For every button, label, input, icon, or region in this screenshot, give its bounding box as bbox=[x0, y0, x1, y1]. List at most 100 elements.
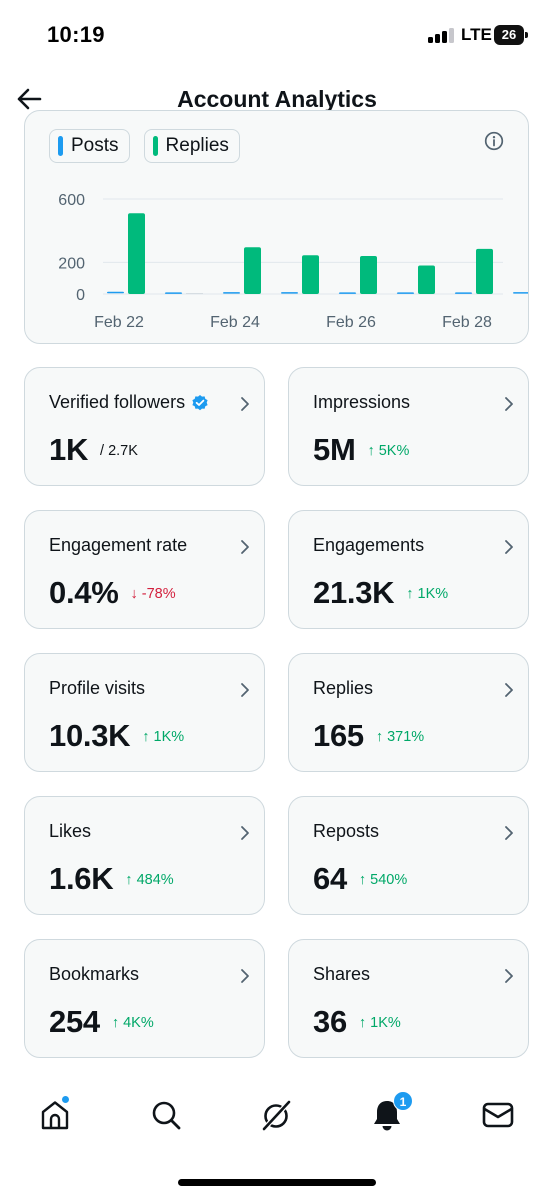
metric-label-text: Likes bbox=[49, 821, 92, 841]
metric-label-text: Profile visits bbox=[49, 678, 146, 698]
metric-card-bookmarks[interactable]: Bookmarks 254 ↑ 4K% bbox=[24, 939, 265, 1058]
chevron-right-icon bbox=[505, 826, 513, 840]
nav-search[interactable] bbox=[148, 1097, 184, 1133]
metric-label: Profile visits bbox=[49, 678, 145, 699]
posts-bar bbox=[455, 292, 472, 294]
back-arrow-icon[interactable] bbox=[12, 82, 46, 116]
metric-label: Replies bbox=[313, 678, 373, 699]
metric-label-text: Engagements bbox=[313, 535, 425, 555]
y-tick-label: 0 bbox=[76, 287, 85, 304]
metric-value-row: 254 ↑ 4K% bbox=[49, 1004, 154, 1040]
verified-badge-icon bbox=[192, 394, 208, 410]
metric-value: 64 bbox=[313, 861, 347, 896]
metric-label: Shares bbox=[313, 964, 370, 985]
nav-grok[interactable] bbox=[259, 1097, 295, 1133]
metric-change: ↑ 371% bbox=[375, 729, 425, 745]
metric-label: Bookmarks bbox=[49, 964, 139, 985]
posts-bar bbox=[107, 291, 124, 294]
metric-value: 254 bbox=[49, 1004, 100, 1039]
info-icon[interactable] bbox=[484, 131, 504, 151]
metric-label: Likes bbox=[49, 821, 91, 842]
metric-value: 36 bbox=[313, 1004, 347, 1039]
metric-card-engagement-rate[interactable]: Engagement rate 0.4% ↓ -78% bbox=[24, 510, 265, 629]
metric-label: Impressions bbox=[313, 392, 410, 413]
posts-bar bbox=[281, 292, 298, 294]
metric-change: ↑ 4K% bbox=[111, 1015, 154, 1031]
y-tick-label: 600 bbox=[58, 192, 85, 209]
metric-card-profile-visits[interactable]: Profile visits 10.3K ↑ 1K% bbox=[24, 653, 265, 772]
notification-badge: 1 bbox=[393, 1091, 413, 1111]
chevron-right-icon bbox=[241, 969, 249, 983]
metric-change: ↑ 484% bbox=[125, 872, 174, 888]
status-time: 10:19 bbox=[47, 22, 105, 47]
page-title: Account Analytics bbox=[177, 86, 377, 112]
metric-total: / 2.7K bbox=[100, 443, 138, 459]
metric-label-text: Bookmarks bbox=[49, 964, 140, 984]
legend-replies-swatch bbox=[152, 136, 158, 156]
posts-bar bbox=[223, 292, 240, 294]
chevron-right-icon bbox=[241, 540, 249, 554]
activity-bar-chart: 0 200 600 Feb 22 Feb 24 Feb 26 Feb 28 bbox=[58, 192, 528, 331]
metric-value: 21.3K bbox=[313, 575, 395, 610]
replies-bar bbox=[360, 256, 377, 294]
metric-card-reposts[interactable]: Reposts 64 ↑ 540% bbox=[288, 796, 529, 915]
metric-label: Verified followers bbox=[49, 392, 209, 413]
posts-bar bbox=[165, 292, 182, 294]
home-indicator[interactable] bbox=[178, 1179, 376, 1186]
metric-change: ↑ 5K% bbox=[367, 443, 410, 459]
grok-icon bbox=[261, 1099, 292, 1132]
replies-bar bbox=[128, 213, 145, 294]
metric-label-text: Replies bbox=[313, 678, 374, 698]
nav-messages[interactable] bbox=[480, 1097, 516, 1133]
metric-card-shares[interactable]: Shares 36 ↑ 1K% bbox=[288, 939, 529, 1058]
battery-icon: 26 bbox=[494, 25, 528, 45]
legend-replies-label: Replies bbox=[165, 135, 229, 156]
metric-card-likes[interactable]: Likes 1.6K ↑ 484% bbox=[24, 796, 265, 915]
metric-card-engagements[interactable]: Engagements 21.3K ↑ 1K% bbox=[288, 510, 529, 629]
metric-value-row: 1.6K ↑ 484% bbox=[49, 861, 174, 897]
metric-change: ↓ -78% bbox=[130, 586, 176, 602]
metric-change: ↑ 1K% bbox=[358, 1015, 401, 1031]
metric-label-text: Engagement rate bbox=[49, 535, 188, 555]
metric-change: ↑ 1K% bbox=[406, 586, 449, 602]
metric-value-row: 10.3K ↑ 1K% bbox=[49, 718, 184, 754]
activity-chart-card: 0 200 600 Feb 22 Feb 24 Feb 26 Feb 28 Posts Re… bbox=[24, 110, 529, 344]
x-tick-label: Feb 24 bbox=[210, 314, 260, 331]
replies-bar bbox=[302, 255, 319, 294]
chevron-right-icon bbox=[505, 397, 513, 411]
nav-home[interactable] bbox=[37, 1095, 73, 1133]
metric-card-impressions[interactable]: Impressions 5M ↑ 5K% bbox=[288, 367, 529, 486]
metric-value-row: 36 ↑ 1K% bbox=[313, 1004, 401, 1040]
legend-posts-swatch bbox=[58, 136, 63, 156]
posts-bar bbox=[397, 292, 414, 294]
metric-value-row: 0.4% ↓ -78% bbox=[49, 575, 176, 611]
legend-replies[interactable]: Replies bbox=[143, 129, 240, 163]
metric-label-text: Impressions bbox=[313, 392, 411, 412]
legend-posts[interactable]: Posts bbox=[49, 129, 130, 163]
metric-value: 10.3K bbox=[49, 718, 131, 753]
bottom-nav: 1 bbox=[0, 1085, 554, 1155]
x-tick-label: Feb 22 bbox=[94, 314, 144, 331]
chevron-right-icon bbox=[241, 826, 249, 840]
metric-value: 5M bbox=[313, 432, 356, 467]
nav-notifications[interactable]: 1 bbox=[369, 1091, 413, 1133]
chevron-right-icon bbox=[241, 397, 249, 411]
metric-change: ↑ 1K% bbox=[142, 729, 185, 745]
replies-bar bbox=[244, 247, 261, 294]
chevron-right-icon bbox=[505, 540, 513, 554]
metric-label: Reposts bbox=[313, 821, 379, 842]
search-icon bbox=[152, 1101, 181, 1130]
chart-legend: Posts Replies bbox=[49, 129, 240, 163]
x-tick-label: Feb 28 bbox=[442, 314, 492, 331]
metric-value-row: 1K / 2.7K bbox=[49, 432, 138, 468]
x-tick-label: Feb 26 bbox=[326, 314, 376, 331]
metric-change: ↑ 540% bbox=[358, 872, 408, 888]
metric-card-replies[interactable]: Replies 165 ↑ 371% bbox=[288, 653, 529, 772]
bell-icon bbox=[374, 1101, 400, 1131]
posts-bar bbox=[513, 292, 528, 294]
metric-value-row: 64 ↑ 540% bbox=[313, 861, 407, 897]
metric-card-verified-followers[interactable]: Verified followers 1K / 2.7K bbox=[24, 367, 265, 486]
mail-icon bbox=[482, 1102, 514, 1128]
metric-label-text: Verified followers bbox=[49, 392, 186, 412]
chevron-right-icon bbox=[505, 969, 513, 983]
